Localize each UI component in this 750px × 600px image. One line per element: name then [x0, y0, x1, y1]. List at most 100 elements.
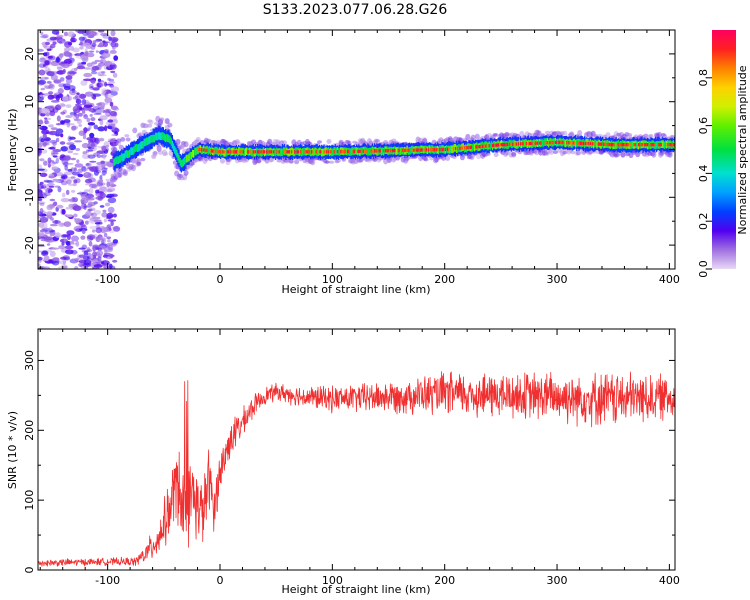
heat-cell: [650, 143, 652, 147]
heat-cell: [658, 143, 660, 147]
heat-cell: [252, 150, 255, 154]
heat-cell: [656, 131, 662, 138]
heat-cell: [88, 183, 97, 188]
heat-cell: [38, 69, 46, 76]
heat-cell: [256, 147, 258, 156]
heat-cell: [272, 150, 275, 154]
heat-cell: [516, 141, 518, 149]
heat-cell: [38, 125, 43, 129]
heat-cell: [660, 143, 662, 147]
heat-cell: [42, 33, 49, 39]
heat-cell: [418, 148, 421, 152]
heat-cell: [458, 144, 460, 152]
heat-cell: [373, 149, 376, 153]
heat-cell: [55, 157, 59, 164]
heat-cell: [106, 243, 111, 248]
heat-cell: [72, 171, 80, 176]
heat-cell: [551, 140, 553, 145]
heat-cell: [56, 66, 63, 70]
heat-cell: [77, 30, 85, 34]
heat-cell: [60, 208, 64, 215]
heat-cell: [48, 130, 58, 136]
heat-cell: [44, 117, 48, 120]
heat-cell: [66, 179, 72, 185]
heat-cell: [163, 133, 166, 142]
heat-cell: [81, 229, 86, 234]
heat-cell: [47, 55, 53, 59]
heat-cell: [53, 79, 62, 84]
heat-cell: [96, 102, 103, 106]
heat-cell: [88, 83, 94, 90]
heat-cell: [358, 149, 360, 153]
heat-cell: [302, 148, 304, 156]
heat-cell: [303, 147, 305, 156]
heat-cell: [321, 148, 323, 157]
heat-cell: [112, 259, 118, 263]
heat-cell: [60, 61, 68, 65]
top-x-axis-label: Height of straight line (km): [281, 283, 430, 296]
x-tick-label: 0: [217, 273, 224, 286]
heat-cell: [86, 62, 93, 67]
heat-cell: [46, 48, 52, 51]
heat-cell: [439, 147, 441, 152]
heat-cell: [564, 139, 567, 148]
heat-cell: [558, 140, 560, 144]
heat-cell: [471, 144, 473, 152]
heat-cell: [467, 145, 469, 150]
heat-cell: [326, 150, 329, 154]
heat-cell: [110, 220, 114, 227]
heat-cell: [107, 119, 114, 123]
heat-cell: [173, 145, 176, 154]
x-tick-label: 0: [217, 574, 224, 587]
heat-cell: [107, 197, 117, 204]
heat-cell: [213, 148, 215, 156]
heat-cell: [264, 148, 267, 156]
heat-cell: [276, 150, 278, 154]
heat-cell: [480, 136, 486, 140]
heat-cell: [544, 130, 550, 135]
heat-cell: [485, 144, 487, 148]
heat-cell: [646, 143, 649, 147]
heat-cell: [541, 138, 543, 147]
heat-cell: [198, 147, 201, 152]
heat-cell: [364, 146, 367, 155]
heat-cell: [101, 145, 107, 152]
heat-cell: [425, 148, 428, 152]
heat-cell: [359, 149, 361, 153]
heat-cell: [101, 88, 108, 93]
heat-cell: [77, 168, 83, 174]
heat-cell: [514, 140, 516, 149]
heat-cell: [316, 148, 318, 157]
heat-cell: [603, 142, 605, 146]
heat-cell: [83, 172, 92, 178]
heat-cell: [502, 143, 504, 147]
heat-cell: [166, 133, 168, 142]
heat-cell: [140, 157, 146, 162]
heat-cell: [555, 140, 558, 144]
heat-cell: [49, 250, 56, 257]
heat-cell: [368, 148, 370, 156]
heat-cell: [498, 141, 500, 150]
heat-cell: [517, 142, 520, 146]
heat-cell: [107, 140, 117, 143]
heat-cell: [311, 150, 313, 154]
heat-cell: [355, 147, 358, 155]
heat-cell: [74, 53, 82, 57]
heat-cell: [103, 167, 108, 170]
heat-cell: [620, 143, 622, 147]
heat-cell: [363, 149, 366, 153]
heat-cell: [445, 155, 451, 161]
heat-cell: [40, 56, 46, 62]
heat-cell: [159, 132, 161, 141]
heat-cell: [80, 193, 89, 199]
heat-cell: [106, 189, 113, 193]
heat-cell: [108, 81, 116, 84]
heat-cell: [540, 141, 542, 145]
heat-cell: [99, 58, 107, 64]
heat-cell: [621, 143, 623, 147]
heat-cell: [67, 183, 77, 186]
heat-cell: [472, 143, 475, 151]
y-tick-label: 100: [23, 490, 36, 511]
heat-cell: [657, 141, 659, 149]
heat-cell: [75, 98, 82, 105]
